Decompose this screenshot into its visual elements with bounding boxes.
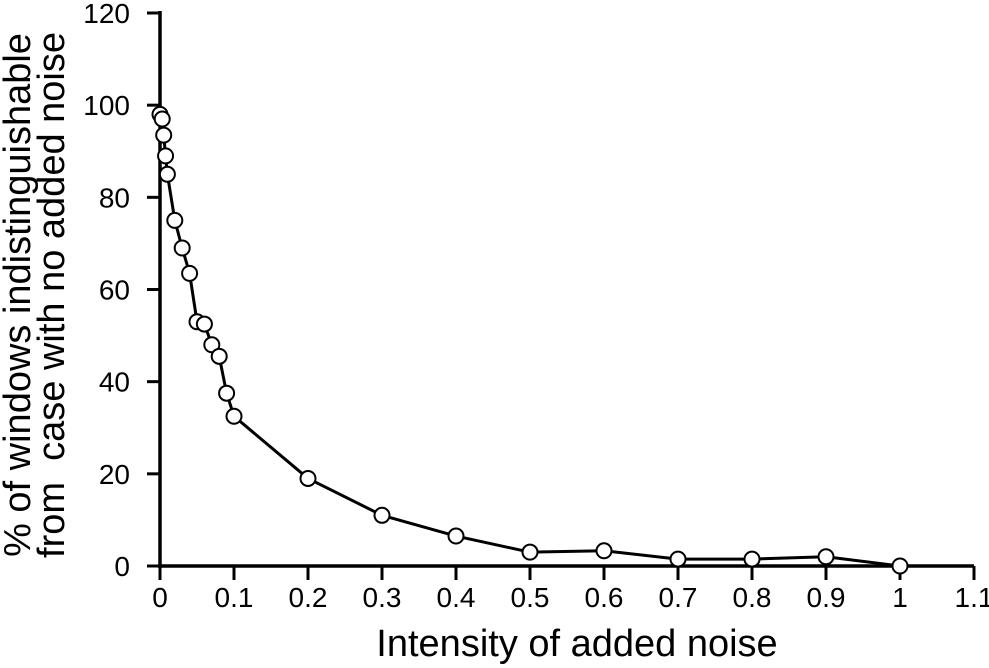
data-point: [218, 384, 236, 402]
data-point: [743, 550, 761, 568]
y-tick-label: 20: [99, 459, 130, 490]
x-tick-label: 0.1: [215, 582, 254, 613]
data-point: [299, 469, 317, 487]
x-axis-title: Intensity of added noise: [376, 623, 777, 665]
data-point: [157, 147, 175, 165]
y-tick-label: 80: [99, 182, 130, 213]
data-point: [153, 110, 171, 128]
data-point: [158, 165, 176, 183]
data-point: [817, 548, 835, 566]
data-point: [210, 347, 228, 365]
data-point: [166, 211, 184, 229]
x-tick-label: 0.5: [511, 582, 550, 613]
x-tick-label: 0.6: [585, 582, 624, 613]
tick-labels: 0 20 40 60 80 100 120 0 0.1 0.2 0.3 0.4 0.5 0.6 0.7 0.8…: [83, 0, 989, 613]
axes: [147, 11, 976, 580]
data-point: [155, 126, 173, 144]
data-point: [669, 550, 687, 568]
y-tick-label: 0: [114, 551, 130, 582]
data-point: [181, 264, 199, 282]
y-tick-label: 100: [83, 90, 130, 121]
data-point: [225, 407, 243, 425]
data-point: [173, 239, 191, 257]
data-point: [447, 527, 465, 545]
x-tick-label: 0.3: [363, 582, 402, 613]
y-tick-label: 120: [83, 0, 130, 29]
x-tick-label: 1: [892, 582, 908, 613]
data-point: [521, 543, 539, 561]
x-tick-label: 0.2: [289, 582, 328, 613]
y-tick-label: 40: [99, 367, 130, 398]
data-point: [891, 557, 909, 575]
y-tick-label: 60: [99, 275, 130, 306]
x-tick-label: 0.7: [659, 582, 698, 613]
y-axis-title-line1: % of windows indistinguishable: [0, 33, 39, 557]
y-axis-title-line2: from case with no added noise: [31, 32, 73, 558]
data-point: [373, 506, 391, 524]
x-tick-label: 0.4: [437, 582, 476, 613]
data-series: [151, 105, 909, 575]
x-tick-label: 0: [152, 582, 168, 613]
x-tick-label: 0.8: [733, 582, 772, 613]
data-point: [195, 315, 213, 333]
x-tick-label: 0.9: [807, 582, 846, 613]
data-point: [595, 542, 613, 560]
x-tick-label: 1.1: [955, 582, 989, 613]
